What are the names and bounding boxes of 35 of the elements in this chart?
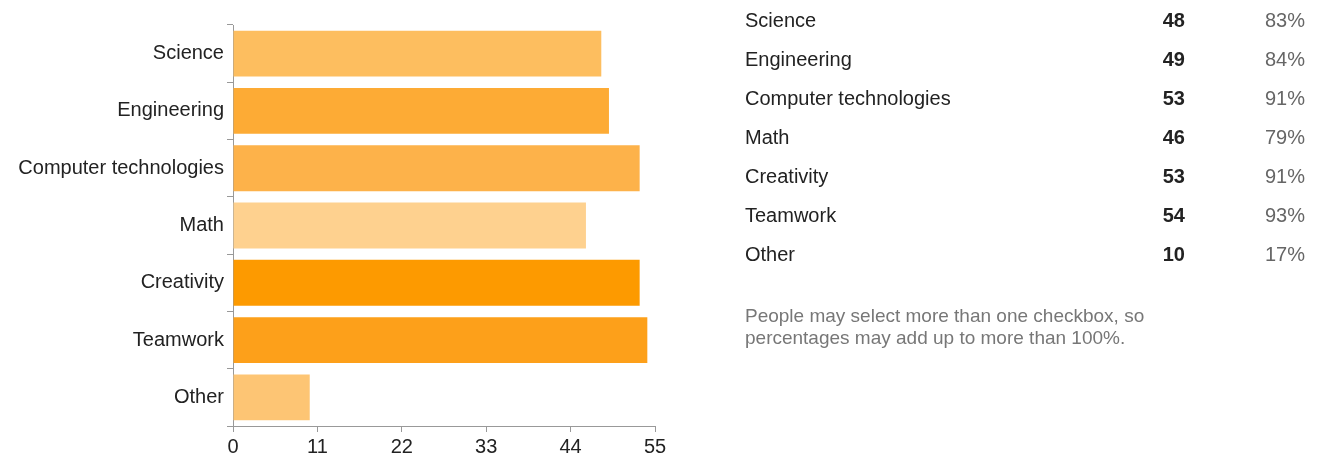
y-tick-label: Creativity: [140, 270, 224, 293]
text: 49: [1162, 47, 1185, 72]
text: 91%: [1264, 164, 1305, 189]
category-label: Computer technologies: [745, 87, 951, 109]
text: People may select more than one checkbox, so percentages may add up to more than 100%.: [745, 305, 1146, 349]
x-tick-label: 22: [390, 434, 413, 457]
y-tick-label: Computer technologies: [18, 155, 224, 178]
x-tick-label: 44: [559, 434, 582, 457]
text: 53: [1162, 86, 1185, 111]
x-tick-label: 11: [307, 434, 328, 457]
text: 53: [1162, 164, 1185, 189]
y-tick-label: Engineering: [117, 98, 224, 121]
category-label: Science: [745, 9, 817, 31]
text: 17%: [1264, 242, 1305, 267]
category-label: Creativity: [745, 165, 829, 187]
y-tick-label: Other: [173, 384, 225, 407]
text: 83%: [1264, 8, 1305, 33]
x-tick-label: 0: [227, 434, 239, 457]
x-tick-label: 33: [475, 434, 498, 457]
category-label: Engineering: [745, 48, 852, 70]
x-tick-label: 55: [643, 434, 667, 457]
y-tick-label: Math: [179, 213, 224, 236]
text: 93%: [1264, 203, 1305, 228]
text: 54: [1162, 203, 1185, 228]
y-tick-label: Teamwork: [132, 327, 225, 350]
category-label: Teamwork: [745, 204, 837, 226]
text: 91%: [1264, 86, 1305, 111]
text: 48: [1162, 8, 1185, 33]
category-label: Math: [745, 126, 790, 148]
text: 84%: [1264, 47, 1305, 72]
text: 10: [1162, 242, 1185, 267]
text: 79%: [1264, 125, 1305, 150]
y-tick-label: Science: [152, 41, 224, 64]
text: 46: [1162, 125, 1185, 150]
category-label: Other: [745, 243, 796, 265]
